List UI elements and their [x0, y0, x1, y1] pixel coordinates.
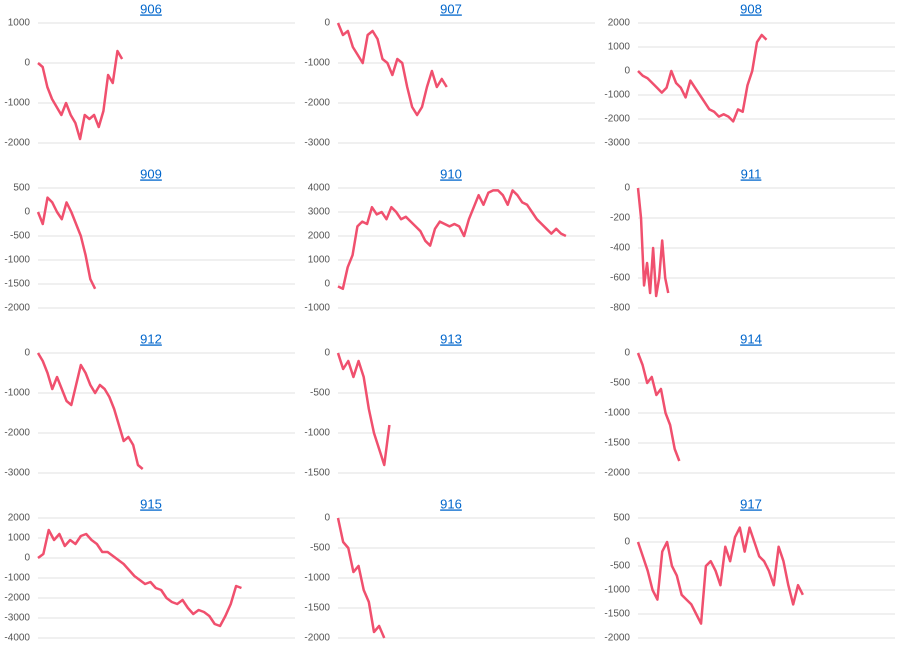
series-line	[336, 352, 391, 467]
y-tick-label: -2000	[304, 98, 330, 109]
y-tick-label: -500	[310, 388, 330, 399]
y-tick-label: 0	[624, 66, 630, 77]
y-tick-label: -2000	[4, 593, 30, 604]
y-tick-label: 0	[624, 537, 630, 548]
y-tick-label: 500	[613, 513, 630, 524]
y-tick-label: -4000	[4, 633, 30, 644]
y-tick-label: 0	[324, 18, 330, 29]
chart-title[interactable]: 911	[741, 166, 762, 181]
chart-title[interactable]: 910	[440, 166, 462, 181]
y-tick-label: -1000	[604, 585, 630, 596]
y-tick-label: 1000	[608, 42, 631, 53]
y-tick-label: -3000	[4, 613, 30, 624]
y-tick-label: 3000	[308, 207, 331, 218]
y-tick-label: 500	[13, 183, 30, 194]
y-tick-label: 0	[324, 279, 330, 290]
y-tick-label: 1000	[8, 18, 31, 29]
chart-title[interactable]: 912	[140, 331, 162, 346]
y-tick-label: 0	[24, 207, 30, 218]
y-tick-label: -1000	[304, 428, 330, 439]
series-line	[37, 528, 242, 628]
y-tick-label: -2000	[604, 468, 630, 479]
y-tick-label: -2000	[4, 138, 30, 149]
y-tick-label: -1500	[304, 603, 330, 614]
y-tick-label: -3000	[604, 138, 630, 149]
y-tick-label: -1000	[4, 255, 30, 266]
chart-title[interactable]: 906	[140, 1, 162, 16]
y-tick-label: -1500	[4, 279, 30, 290]
chart-title[interactable]: 916	[440, 496, 462, 511]
y-tick-label: -2000	[604, 114, 630, 125]
y-tick-label: 0	[324, 513, 330, 524]
y-tick-label: -1000	[604, 90, 630, 101]
chart-title[interactable]: 909	[140, 166, 162, 181]
y-tick-label: -600	[610, 273, 630, 284]
chart-title[interactable]: 914	[740, 331, 762, 346]
chart-title[interactable]: 908	[740, 1, 762, 16]
y-tick-label: -1000	[4, 98, 30, 109]
y-tick-label: 4000	[308, 183, 331, 194]
series-line	[636, 526, 804, 625]
y-tick-label: -1500	[304, 468, 330, 479]
y-tick-label: -1000	[4, 573, 30, 584]
y-tick-label: -1000	[304, 573, 330, 584]
chart-title[interactable]: 913	[440, 331, 462, 346]
y-tick-label: -2000	[4, 428, 30, 439]
y-tick-label: 0	[624, 348, 630, 359]
y-tick-label: -2000	[4, 303, 30, 314]
y-tick-label: 1000	[308, 255, 331, 266]
y-tick-label: -3000	[304, 138, 330, 149]
y-tick-label: -500	[310, 543, 330, 554]
y-tick-label: -2000	[604, 633, 630, 644]
series-line	[37, 49, 124, 141]
y-tick-label: -1000	[304, 58, 330, 69]
y-tick-label: 2000	[8, 513, 31, 524]
y-tick-label: -800	[610, 303, 630, 314]
series-line	[637, 33, 768, 123]
y-tick-label: -1000	[604, 408, 630, 419]
y-tick-label: -2000	[304, 633, 330, 644]
y-tick-label: -500	[610, 561, 630, 572]
y-tick-label: -3000	[4, 468, 30, 479]
y-tick-label: 0	[324, 348, 330, 359]
y-tick-label: 0	[24, 348, 30, 359]
series-line	[636, 352, 681, 462]
series-line	[337, 189, 567, 291]
y-tick-label: -500	[610, 378, 630, 389]
chart-title[interactable]: 907	[440, 1, 462, 16]
y-tick-label: -500	[10, 231, 30, 242]
y-tick-label: -1000	[304, 303, 330, 314]
chart-title[interactable]: 915	[140, 496, 162, 511]
y-tick-label: -200	[610, 213, 630, 224]
y-tick-label: -1000	[4, 388, 30, 399]
y-tick-label: 2000	[308, 231, 331, 242]
series-line	[336, 517, 386, 639]
y-tick-label: 0	[24, 58, 30, 69]
y-tick-label: 2000	[608, 18, 631, 29]
y-tick-label: 0	[624, 183, 630, 194]
series-line	[336, 22, 448, 117]
y-tick-label: -1500	[604, 609, 630, 620]
y-tick-label: 1000	[8, 533, 31, 544]
y-tick-label: 0	[24, 553, 30, 564]
series-line	[36, 196, 97, 290]
series-line	[36, 352, 144, 470]
y-tick-label: -400	[610, 243, 630, 254]
chart-title[interactable]: 917	[740, 496, 762, 511]
y-tick-label: -1500	[604, 438, 630, 449]
series-line	[636, 187, 670, 298]
